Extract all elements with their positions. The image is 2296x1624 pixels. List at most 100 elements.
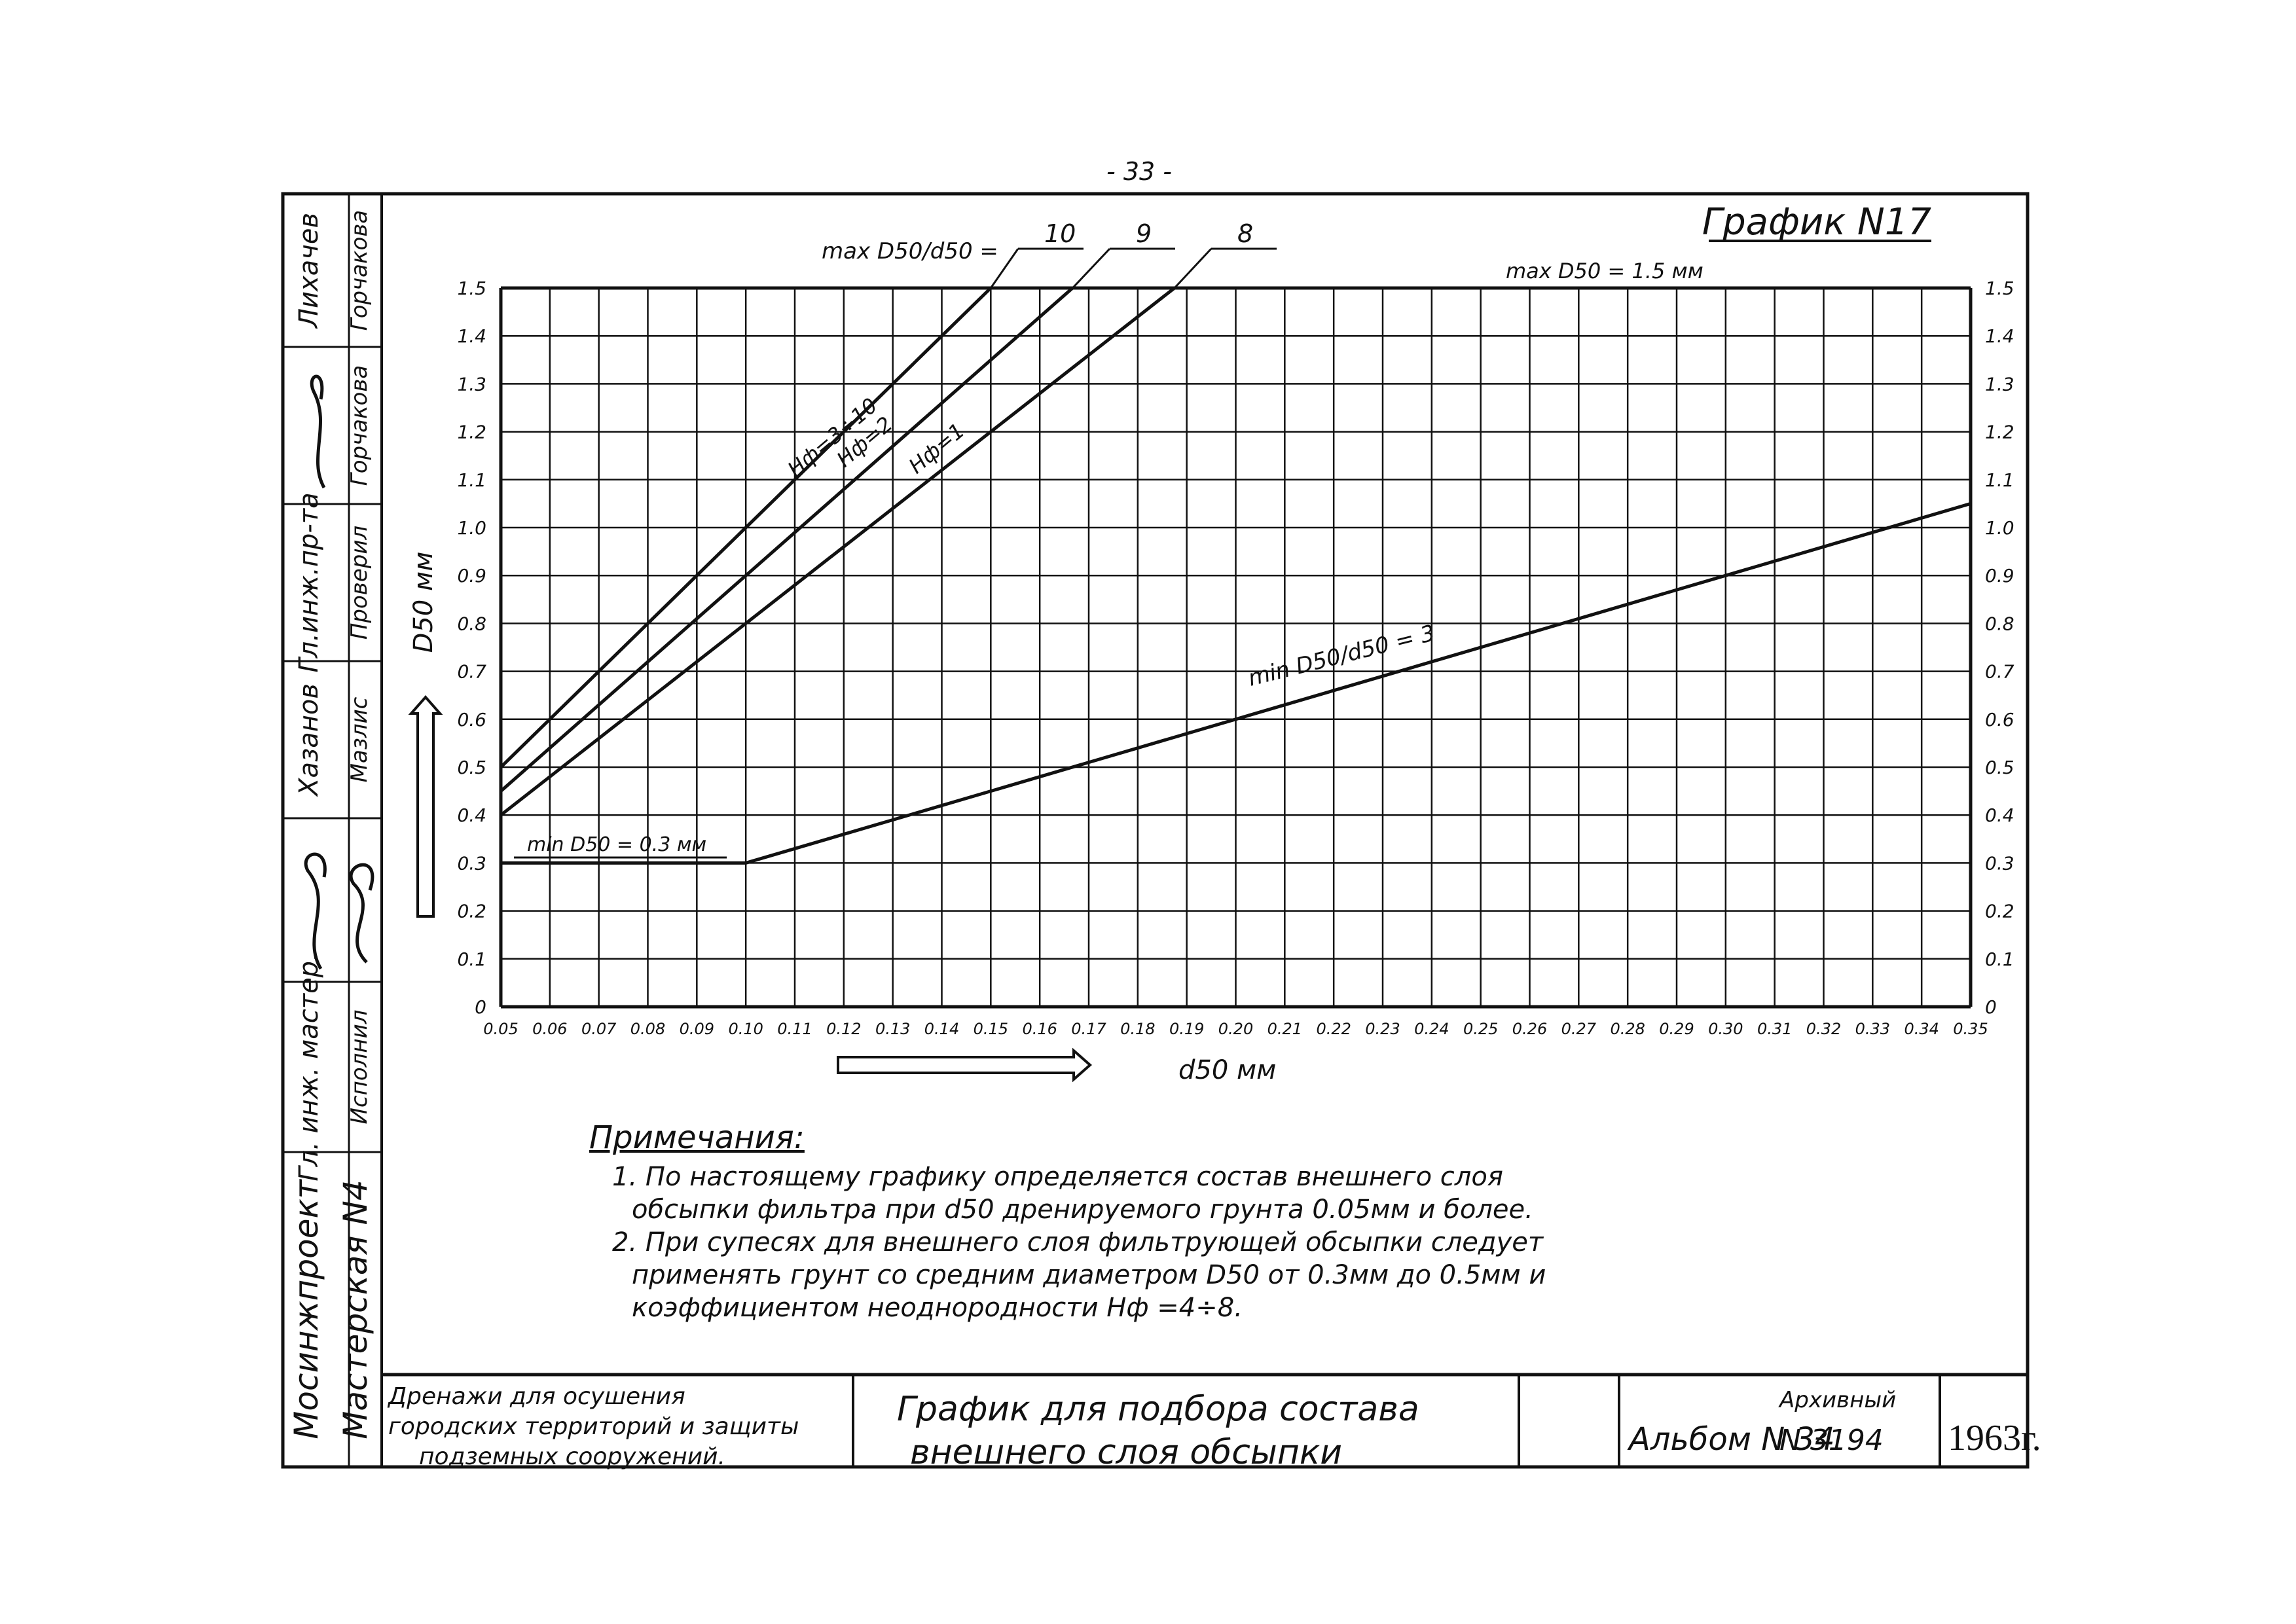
x-tick-label: 0.07 [581,1020,617,1038]
left-strip: Лихачев Гл.инж.пр-та Хазанов Гл. инж. масте… [283,194,383,1467]
y-tick-label: 1.1 [457,469,486,491]
y-tick-label: 0.9 [457,565,486,586]
y-tick-label-right: 0.5 [1985,757,2014,778]
note-line: 2. При супесях для внешнего слоя фильтру… [612,1227,1544,1257]
archive-label: Архивный [1778,1387,1896,1413]
project-title-line: Дренажи для осушения городских территорий… [387,1383,799,1470]
strip-label: Мастерская N4 [337,1180,374,1439]
x-axis-label: d50 мм [1178,1055,1276,1085]
series-line [500,287,1176,817]
y-tick-label: 1.5 [457,278,486,299]
series-line [500,287,1074,793]
strip-label: Горчакова [346,365,373,486]
strip-label: Лихачев [294,213,324,329]
y-tick-labels-right: 0 0.1 0.2 0.3 0.4 0.5 0.6 0.7 0.8 0.9 1.0 1.1 1.2 1.3… [1985,278,2014,1018]
y-tick-label: 0.2 [457,901,486,922]
y-tick-label: 1.0 [457,517,486,539]
ratio-value-label: 8 [1237,219,1253,248]
x-tick-label: 0.33 [1855,1020,1890,1038]
y-tick-label-right: 0.6 [1985,709,2014,731]
y-tick-label: 0.5 [457,757,486,778]
y-tick-label-right: 1.5 [1985,278,2014,299]
x-tick-label: 0.20 [1218,1020,1253,1038]
x-tick-label: 0.11 [777,1020,812,1038]
y-tick-label-right: 1.0 [1985,517,2014,539]
x-tick-label: 0.22 [1316,1020,1351,1038]
sheet-frame [281,192,2030,1469]
max-d50-label: max D50 = 1.5 мм [1506,259,1704,283]
y-tick-label-right: 0 [1985,996,1997,1018]
strip-label: Гл. инж. мастер. [294,952,324,1182]
note-line: коэффициентом неоднородности Hф =4÷8. [632,1293,1243,1323]
y-tick-label-right: 0.2 [1985,901,2014,922]
x-tick-label: 0.27 [1561,1020,1597,1038]
chart-grid [499,286,1973,1009]
series-line [500,287,993,768]
x-tick-label: 0.09 [680,1020,714,1038]
x-tick-label: 0.14 [924,1020,959,1038]
y-tick-label-right: 1.1 [1985,469,2014,491]
x-tick-label: 0.21 [1267,1020,1302,1038]
note-line: обсыпки фильтра при d50 дренируемого гру… [632,1195,1533,1225]
x-tick-label: 0.23 [1365,1020,1400,1038]
strip-label: Гл.инж.пр-та [294,492,324,672]
strip-label: Горчакова [346,210,373,331]
y-tick-label: 0 [475,996,486,1018]
y-tick-label-right: 1.3 [1985,373,2014,395]
x-tick-label: 0.26 [1512,1020,1547,1038]
x-tick-label: 0.13 [875,1020,910,1038]
x-axis-arrow [837,1047,1093,1083]
x-tick-label: 0.18 [1120,1020,1155,1038]
ratio-label: max D50/d50 = [822,238,998,264]
min-d50-label: min D50 = 0.3 мм [527,833,706,856]
archive-number: N 3194 [1779,1424,1884,1457]
x-tick-label: 0.16 [1022,1020,1057,1038]
ratio-leader [990,248,1019,289]
album-label: Альбом N 34 [1627,1421,1834,1458]
y-tick-label: 0.4 [457,804,486,826]
ratio-leader [1173,247,1212,289]
ratio-leader [1072,247,1111,289]
y-tick-label: 0.6 [457,709,486,731]
y-tick-label: 0.8 [457,613,486,634]
y-tick-label-right: 1.4 [1985,325,2014,347]
chart-series [500,287,1971,865]
notes-heading: Примечания: [589,1119,805,1156]
strip-label: Мазлис [346,696,373,782]
y-tick-label: 1.2 [457,422,486,443]
x-tick-label: 0.05 [483,1020,518,1038]
y-tick-label-right: 1.2 [1985,422,2014,443]
x-tick-label: 0.28 [1610,1020,1645,1038]
page-number: - 33 - [1106,157,1172,186]
y-axis-arrow [408,695,443,918]
x-tick-label: 0.10 [728,1020,763,1038]
x-tick-label: 0.25 [1463,1020,1498,1038]
y-tick-labels: 0 0.1 0.2 0.3 0.4 0.5 0.6 0.7 0.8 0.9 1.0 1.1 1.2 1.3… [457,278,486,1018]
signature-mark [349,863,374,964]
ratio-value-label: 9 [1136,219,1152,248]
y-axis-label: D50 мм [409,552,439,653]
y-tick-label-right: 0.8 [1985,613,2014,634]
note-line: 1. По настоящему графику определяется со… [612,1162,1503,1192]
y-tick-label: 0.1 [457,948,486,970]
y-tick-label-right: 0.1 [1985,948,2014,970]
strip-label: Хазанов [294,683,324,797]
y-tick-label: 0.7 [457,661,486,683]
x-tick-label: 0.12 [826,1020,861,1038]
note-line: применять грунт со средним диаметром D50… [632,1260,1546,1290]
x-tick-label: 0.34 [1904,1020,1939,1038]
strip-label: Проверил [346,526,373,640]
chart-area: 0.05 0.06 0.07 0.08 0.09 0.10 0.11 0.12 0.13 0.14… [408,219,2014,1085]
strip-label: Исполнил [346,1010,373,1125]
x-tick-labels: 0.05 0.06 0.07 0.08 0.09 0.10 0.11 0.12 0.13 0.14… [483,1020,1988,1038]
signature-mark [304,852,327,970]
y-tick-label: 1.3 [457,373,486,395]
strip-label: Мосинжпроект [287,1178,325,1439]
y-tick-label-right: 0.3 [1985,852,2014,874]
drawing-title: График для подбора состава внешнего слоя … [897,1390,1419,1472]
chart-number: График N17 [1702,201,1931,244]
x-tick-label: 0.08 [630,1020,665,1038]
x-tick-label: 0.31 [1757,1020,1792,1038]
